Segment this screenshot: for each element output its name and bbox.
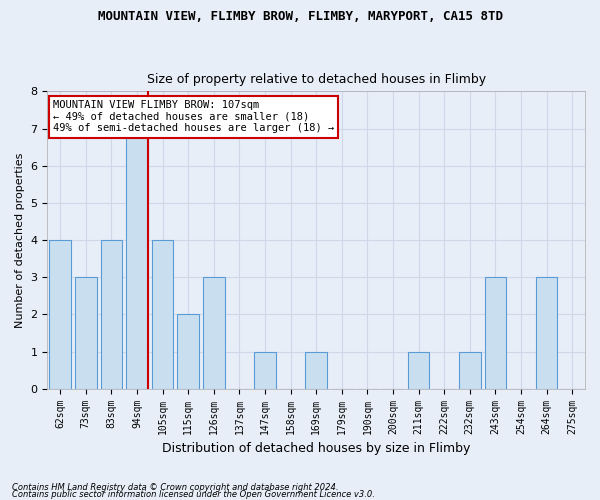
Bar [152,240,173,388]
Text: MOUNTAIN VIEW FLIMBY BROW: 107sqm
← 49% of detached houses are smaller (18)
49% : MOUNTAIN VIEW FLIMBY BROW: 107sqm ← 49% … [53,100,334,134]
Bar [178,314,199,388]
Bar [459,352,481,389]
Bar [408,352,430,389]
Bar [75,277,97,388]
Bar [126,128,148,388]
Bar [536,277,557,388]
Bar [203,277,224,388]
Y-axis label: Number of detached properties: Number of detached properties [15,152,25,328]
Bar [485,277,506,388]
Title: Size of property relative to detached houses in Flimby: Size of property relative to detached ho… [146,73,486,86]
Bar [305,352,327,389]
Bar [254,352,276,389]
Bar [101,240,122,388]
X-axis label: Distribution of detached houses by size in Flimby: Distribution of detached houses by size … [162,442,470,455]
Bar [49,240,71,388]
Text: Contains HM Land Registry data © Crown copyright and database right 2024.: Contains HM Land Registry data © Crown c… [12,484,338,492]
Text: MOUNTAIN VIEW, FLIMBY BROW, FLIMBY, MARYPORT, CA15 8TD: MOUNTAIN VIEW, FLIMBY BROW, FLIMBY, MARY… [97,10,503,23]
Text: Contains public sector information licensed under the Open Government Licence v3: Contains public sector information licen… [12,490,375,499]
